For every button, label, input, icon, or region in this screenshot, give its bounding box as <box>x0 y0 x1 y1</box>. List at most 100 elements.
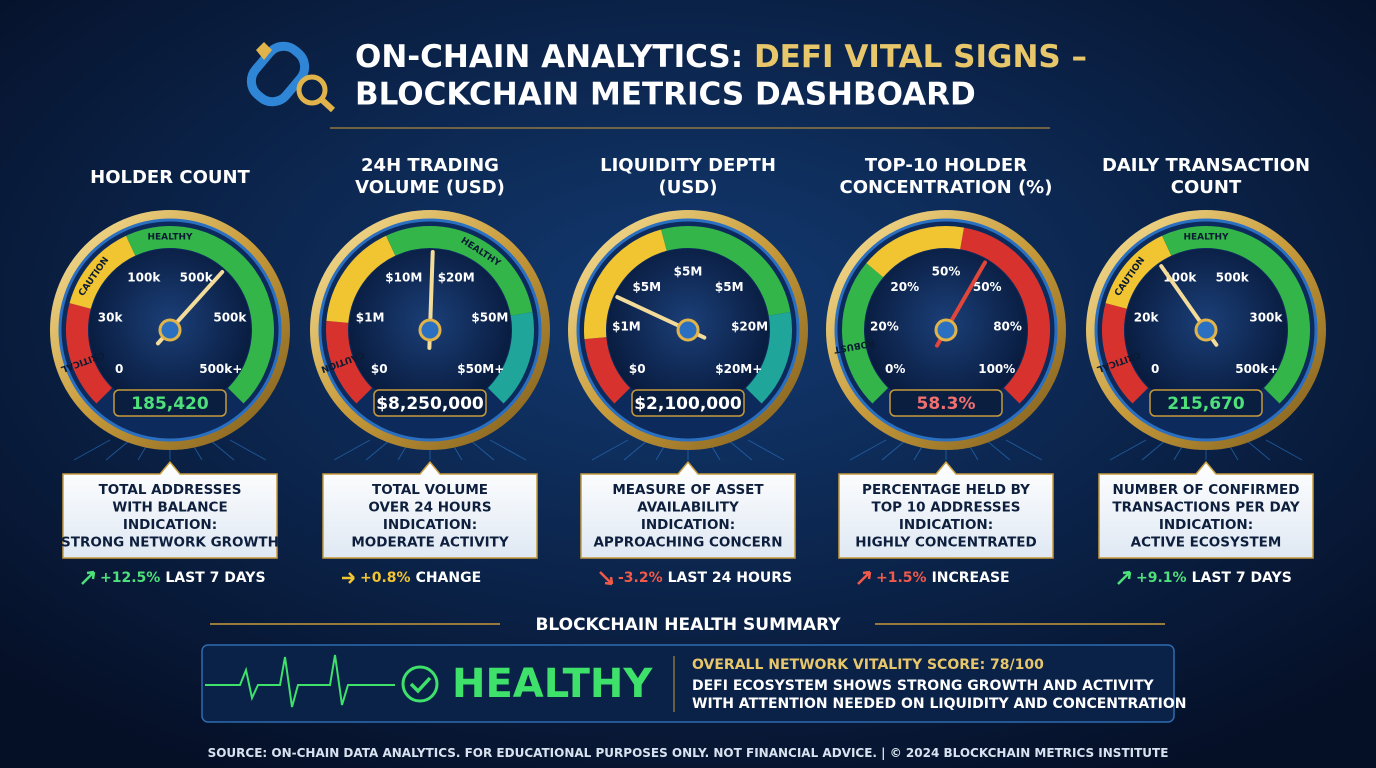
scale-label: $5M <box>674 265 703 279</box>
circuit <box>1109 439 1147 461</box>
scale-label: $20M <box>731 319 768 333</box>
gauge-value: $8,250,000 <box>376 394 484 414</box>
gauge-zone <box>842 263 889 404</box>
scale-label: $10M <box>385 270 422 284</box>
trend: +1.5% INCREASE <box>876 570 1010 586</box>
gauge-zone <box>745 311 792 404</box>
circuit <box>1141 439 1167 461</box>
scale-label: $0 <box>629 362 646 376</box>
scale-label: 500k <box>1216 270 1250 284</box>
circuit <box>623 439 649 461</box>
source-label: SOURCE: <box>208 746 268 760</box>
gauge-value: 58.3% <box>917 394 976 414</box>
scale-label: 100% <box>978 362 1015 376</box>
trend-value: +9.1% <box>1136 570 1187 586</box>
circuit <box>591 439 629 461</box>
scale-label: 80% <box>993 319 1022 333</box>
scale-label: 20% <box>890 280 919 294</box>
gauge-title: (USD) <box>659 177 718 198</box>
check-mark <box>409 676 432 694</box>
value-box <box>373 389 487 417</box>
circuit <box>747 439 785 461</box>
callout-text: INDICATION: <box>1159 517 1253 533</box>
trend-text: CHANGE <box>416 570 482 586</box>
callout-text: HIGHLY CONCENTRATED <box>855 535 1036 551</box>
gauge-value: 185,420 <box>131 394 209 414</box>
gauge-zone <box>1105 235 1172 310</box>
trend-text: LAST 7 DAYS <box>1192 570 1292 586</box>
needle-hub <box>158 318 182 342</box>
callout-text: TRANSACTIONS PER DAY <box>1112 500 1299 516</box>
callout-text: INDICATION: <box>383 517 477 533</box>
trend-arrow <box>81 570 96 585</box>
gauge-zone <box>487 311 534 404</box>
trend-arrow <box>1117 570 1132 585</box>
title-highlight: DEFI VITAL SIGNS – <box>754 39 1087 75</box>
scale-label: 0 <box>115 362 123 376</box>
trend-value: +1.5% <box>876 570 927 586</box>
summary-text: WITH ATTENTION NEEDED ON LIQUIDITY AND C… <box>692 696 1186 712</box>
scale-label: $5M <box>632 280 661 294</box>
logo <box>246 41 336 113</box>
circuit <box>489 439 527 461</box>
gauge-zone <box>866 226 965 278</box>
callout <box>322 460 538 559</box>
summary: BLOCKCHAIN HEALTH SUMMARY HEALTHY OVERAL… <box>201 615 1186 723</box>
zone-label: HEALTHY <box>1183 233 1229 243</box>
scale-label: $20M <box>438 270 475 284</box>
trend: +0.8% CHANGE <box>360 570 481 586</box>
gauge-zone <box>1162 226 1310 404</box>
callout-text: AVAILABILITY <box>637 500 739 516</box>
circuit <box>333 439 371 461</box>
scale-label: 20k <box>1134 310 1160 324</box>
callout-text: INDICATION: <box>123 517 217 533</box>
gauge-title: COUNT <box>1171 177 1242 198</box>
gauge-value: $2,100,000 <box>634 394 742 414</box>
gauge-zone <box>584 336 631 404</box>
gauge-zone <box>69 235 136 310</box>
scale-label: $1M <box>612 319 641 333</box>
gauge-value: 215,670 <box>1167 394 1245 414</box>
scale-label: 50% <box>973 280 1002 294</box>
title-part: ON-CHAIN ANALYTICS: <box>355 39 754 75</box>
gauge-title: LIQUIDITY DEPTH <box>600 155 776 176</box>
scale-label: 300k <box>1249 310 1283 324</box>
circuit <box>1245 439 1271 461</box>
title-line-1: ON-CHAIN ANALYTICS: DEFI VITAL SIGNS – <box>355 39 1087 75</box>
scale-label: 500k+ <box>1235 362 1278 376</box>
circuit <box>229 439 267 461</box>
callout-text: TOTAL VOLUME <box>372 482 488 498</box>
needle-hub <box>676 318 700 342</box>
source-text: ON-CHAIN DATA ANALYTICS. FOR EDUCATIONAL… <box>267 746 1168 760</box>
trend: +12.5% LAST 7 DAYS <box>100 570 266 586</box>
circuit <box>727 439 753 461</box>
summary-box <box>201 644 1175 723</box>
callout <box>62 460 278 559</box>
gauge-zone <box>1102 303 1149 404</box>
callout <box>1098 460 1314 559</box>
scale-label: $20M+ <box>715 362 762 376</box>
gauge-title: DAILY TRANSACTION <box>1102 155 1310 176</box>
gauge-title: CONCENTRATION (%) <box>840 177 1053 198</box>
heartbeat <box>205 654 395 708</box>
value-box <box>1149 389 1263 417</box>
summary-heading: BLOCKCHAIN HEALTH SUMMARY <box>535 615 841 635</box>
gauge-title: TOP-10 HOLDER <box>865 155 1027 176</box>
scale-label: $1M <box>356 310 385 324</box>
scale-label: 20% <box>870 319 899 333</box>
needle-hub <box>418 318 442 342</box>
callout-text: APPROACHING CONCERN <box>593 535 782 551</box>
scale-label: 0 <box>1151 362 1159 376</box>
callout-text: NUMBER OF CONFIRMED <box>1113 482 1300 498</box>
circuit <box>1005 439 1043 461</box>
gauges: HOLDER COUNTCRITICALCAUTIONHEALTHY030k10… <box>50 155 1326 586</box>
trend-value: -3.2% <box>618 570 663 586</box>
scale-label: $50M <box>471 310 508 324</box>
gauge-zone <box>126 226 274 404</box>
footer: SOURCE: ON-CHAIN DATA ANALYTICS. FOR EDU… <box>208 746 1169 760</box>
callout-text: TOTAL ADDRESSES <box>99 482 242 498</box>
status: HEALTHY <box>452 661 653 707</box>
circuit <box>209 439 235 461</box>
value-box <box>889 389 1003 417</box>
